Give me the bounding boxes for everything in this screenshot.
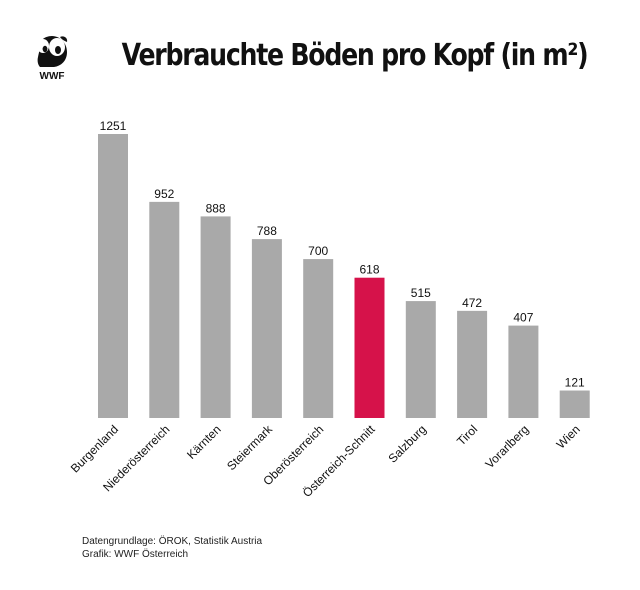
logo-text: WWF	[40, 71, 65, 82]
bar-tirol	[457, 310, 488, 418]
value-label-burgenland: 1251	[100, 119, 127, 133]
category-label-vorarlberg: Vorarlberg	[482, 422, 531, 471]
bar-burgenland	[98, 134, 128, 418]
value-label-kaernten: 888	[206, 201, 226, 215]
value-label-wien: 121	[565, 376, 585, 390]
bar-vorarlberg	[508, 325, 539, 418]
value-label-oberoesterreich: 700	[308, 244, 328, 258]
credit-note: Grafik: WWF Österreich	[82, 549, 189, 560]
bar-oesterreich-schnitt	[354, 277, 385, 418]
value-label-tirol: 472	[462, 296, 482, 310]
bar-niederoesterreich	[149, 201, 180, 418]
value-label-vorarlberg: 407	[513, 311, 533, 325]
source-note: Datengrundlage: ÖROK, Statistik Austria	[82, 536, 263, 547]
bar-oberoesterreich	[303, 259, 334, 418]
value-label-salzburg: 515	[411, 286, 431, 300]
category-label-tirol: Tirol	[454, 422, 480, 448]
bar-wien	[559, 390, 590, 418]
value-label-niederoesterreich: 952	[154, 187, 174, 201]
bar-steiermark	[251, 239, 282, 418]
bar-kaernten	[200, 216, 231, 418]
chart-title: Verbrauchte Böden pro Kopf (in m²)	[121, 38, 589, 73]
wwf-panda-logo: WWF	[30, 32, 74, 82]
category-label-wien: Wien	[554, 422, 583, 451]
value-label-oesterreich-schnitt: 618	[359, 263, 379, 277]
value-label-steiermark: 788	[257, 224, 277, 238]
category-label-kaernten: Kärnten	[184, 422, 224, 462]
bar-salzburg	[405, 301, 436, 418]
category-label-salzburg: Salzburg	[386, 422, 429, 465]
category-label-steiermark: Steiermark	[224, 422, 276, 474]
category-label-burgenland: Burgenland	[68, 422, 121, 475]
